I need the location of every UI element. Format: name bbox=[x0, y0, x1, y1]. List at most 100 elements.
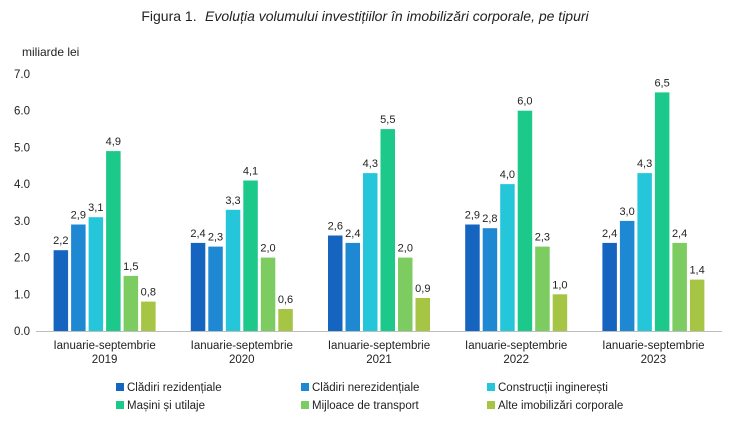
bar bbox=[278, 309, 293, 331]
bar bbox=[535, 246, 550, 331]
data-label: 2,8 bbox=[482, 213, 497, 225]
data-label: 2,0 bbox=[398, 243, 413, 255]
y-tick-label: 6.0 bbox=[14, 106, 30, 118]
bar bbox=[619, 220, 635, 331]
data-label: 3,0 bbox=[619, 206, 634, 218]
data-label: 3,3 bbox=[225, 195, 240, 207]
bar bbox=[225, 209, 241, 331]
data-label: 4,3 bbox=[637, 158, 652, 170]
data-label: 1,5 bbox=[123, 261, 138, 273]
bar bbox=[88, 217, 104, 331]
data-label: 2,2 bbox=[53, 235, 68, 247]
data-label: 2,3 bbox=[208, 232, 223, 244]
y-axis-unit-label: miliarde lei bbox=[22, 45, 79, 59]
bar bbox=[689, 279, 705, 331]
bar bbox=[106, 151, 121, 331]
bar bbox=[672, 242, 687, 331]
y-tick-label: 1.0 bbox=[14, 289, 30, 301]
data-label: 4,9 bbox=[106, 136, 121, 148]
bar bbox=[415, 298, 430, 331]
data-label: 2,4 bbox=[672, 228, 687, 240]
data-labels: 2,22,93,14,91,50,82,4 2,33,34,12,00,62,62… bbox=[53, 77, 705, 306]
x-category-label: Ianuarie-septembrie bbox=[191, 340, 293, 352]
x-category-label: Ianuarie-septembrie bbox=[53, 340, 155, 352]
title-prefix: Figura 1. bbox=[141, 8, 196, 24]
x-category-label: Ianuarie-septembrie bbox=[602, 340, 704, 352]
data-label: 2,9 bbox=[465, 210, 480, 222]
title-text: Evoluția volumului investițiilor în imob… bbox=[205, 8, 589, 24]
bar bbox=[190, 242, 206, 331]
bar bbox=[363, 173, 378, 331]
y-axis: 0.0 1.0 2.0 3.0 4.0 5.0 6.0 7.0 bbox=[14, 69, 30, 338]
legend: Clădiri rezidențiale Clădiri nerezidenția… bbox=[116, 382, 623, 412]
bar bbox=[71, 224, 86, 331]
data-label: 2,4 bbox=[345, 228, 360, 240]
data-label: 3,1 bbox=[88, 202, 103, 214]
data-label: 0,6 bbox=[278, 294, 293, 306]
bar bbox=[243, 180, 258, 331]
bar bbox=[380, 129, 395, 331]
data-label: 0,9 bbox=[415, 283, 430, 295]
data-label: 6,5 bbox=[654, 77, 669, 89]
bar bbox=[465, 224, 480, 331]
data-label: 2,3 bbox=[535, 232, 550, 244]
bars bbox=[53, 92, 705, 332]
bar bbox=[482, 228, 498, 331]
bar bbox=[654, 92, 670, 332]
y-tick-label: 0.0 bbox=[14, 326, 30, 338]
data-label: 0,8 bbox=[141, 287, 156, 299]
y-tick-label: 5.0 bbox=[14, 142, 30, 154]
chart-title: Figura 1. Evoluția volumului investițiil… bbox=[141, 8, 589, 25]
bar bbox=[208, 246, 223, 331]
data-label: 2,0 bbox=[260, 243, 275, 255]
legend-label: Mașini și utilaje bbox=[127, 400, 205, 412]
data-label: 1,4 bbox=[689, 265, 704, 277]
bar bbox=[328, 235, 343, 331]
bar bbox=[53, 250, 69, 331]
data-label: 4,0 bbox=[500, 169, 515, 181]
x-category-label: 2019 bbox=[92, 354, 118, 366]
legend-swatch bbox=[301, 383, 309, 391]
bar bbox=[517, 110, 533, 331]
bar bbox=[500, 184, 515, 331]
y-tick-label: 2.0 bbox=[14, 253, 30, 265]
x-category-label: Ianuarie-septembrie bbox=[465, 340, 567, 352]
data-label: 4,3 bbox=[363, 158, 378, 170]
legend-label: Mijloace de transport bbox=[312, 400, 420, 412]
bar bbox=[123, 275, 139, 331]
bar bbox=[602, 242, 617, 331]
legend-label: Alte imobilizări corporale bbox=[498, 400, 623, 412]
legend-swatch bbox=[301, 401, 309, 409]
legend-swatch bbox=[487, 401, 495, 409]
legend-swatch bbox=[116, 383, 124, 391]
data-label: 2,4 bbox=[190, 228, 205, 240]
y-tick-label: 3.0 bbox=[14, 216, 30, 228]
legend-label: Clădiri nerezidențiale bbox=[312, 382, 419, 394]
data-label: 2,9 bbox=[71, 210, 86, 222]
data-label: 6,0 bbox=[517, 96, 532, 108]
legend-swatch bbox=[487, 383, 495, 391]
x-category-label: 2021 bbox=[366, 354, 392, 366]
x-category-label: 2020 bbox=[229, 354, 255, 366]
data-label: 4,1 bbox=[243, 166, 258, 178]
bar bbox=[260, 257, 276, 331]
x-category-label: 2022 bbox=[503, 354, 529, 366]
bar bbox=[637, 173, 652, 331]
data-label: 2,4 bbox=[602, 228, 617, 240]
legend-label: Construcții inginerești bbox=[498, 382, 608, 394]
bar bbox=[141, 301, 156, 331]
data-label: 2,6 bbox=[328, 221, 343, 233]
x-category-label: 2023 bbox=[641, 354, 667, 366]
legend-label: Clădiri rezidențiale bbox=[127, 382, 222, 394]
x-category-label: Ianuarie-septembrie bbox=[328, 340, 430, 352]
y-tick-label: 4.0 bbox=[14, 179, 30, 191]
bar bbox=[552, 294, 568, 331]
bar bbox=[398, 257, 413, 331]
data-label: 1,0 bbox=[552, 279, 567, 291]
y-tick-label: 7.0 bbox=[14, 69, 30, 81]
legend-swatch bbox=[116, 401, 124, 409]
bar bbox=[345, 242, 360, 331]
data-label: 5,5 bbox=[380, 114, 395, 126]
